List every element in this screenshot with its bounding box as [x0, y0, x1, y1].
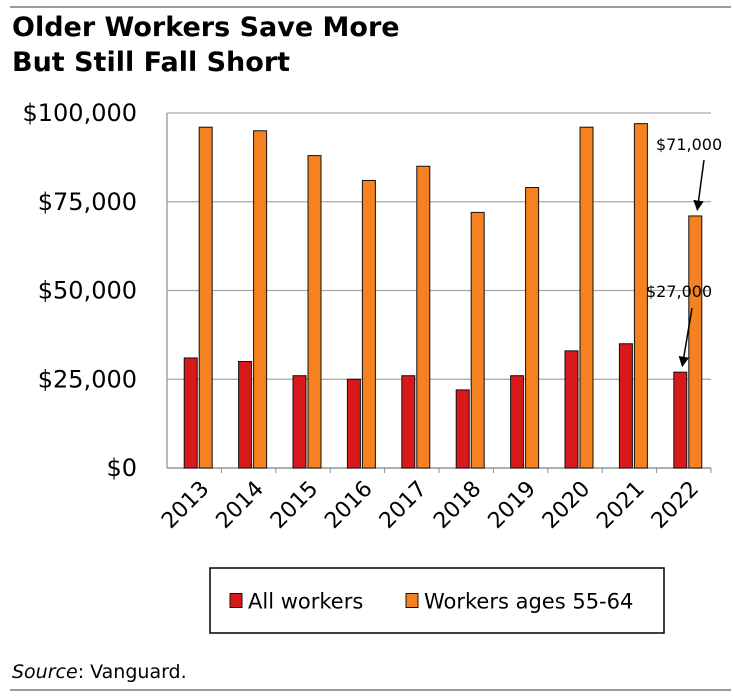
y-tick-label: $25,000: [38, 365, 137, 393]
source-note: Source: Vanguard.: [12, 661, 187, 683]
bar-all-workers-2022: [673, 371, 688, 469]
source-text: : Vanguard.: [77, 661, 187, 683]
y-tick-label: $0: [106, 454, 137, 482]
legend-swatch-all-workers: [229, 593, 243, 608]
bar-workers-55-64-2020: [579, 126, 594, 469]
x-tick-label: 2018: [429, 477, 486, 534]
bar-workers-55-64-2013: [198, 126, 213, 469]
bar-all-workers-2013: [183, 357, 198, 469]
bar-all-workers-2014: [238, 361, 253, 469]
y-tick-label: $50,000: [38, 277, 137, 305]
bar-workers-55-64-2018: [470, 211, 485, 469]
title-line-2: But Still Fall Short: [12, 47, 291, 78]
x-tick-label: 2021: [592, 477, 649, 534]
bar-workers-55-64-2016: [361, 179, 376, 469]
bar-workers-55-64-2022: [688, 215, 703, 469]
annotation-label: $27,000: [646, 282, 712, 301]
x-tick-label: 2014: [212, 477, 269, 534]
bar-all-workers-2021: [618, 343, 633, 469]
bar-workers-55-64-2021: [633, 123, 648, 469]
bar-workers-55-64-2015: [307, 155, 322, 469]
bar-all-workers-2020: [564, 350, 579, 469]
x-tick-label: 2015: [266, 477, 323, 534]
bar-workers-55-64-2014: [253, 130, 268, 469]
y-tick-label: $100,000: [22, 99, 137, 127]
x-tick-label: 2019: [484, 477, 541, 534]
legend-label-workers-55-64: Workers ages 55-64: [424, 590, 633, 614]
x-tick-label: 2016: [320, 477, 377, 534]
y-tick-label: $75,000: [38, 188, 137, 216]
bar-workers-55-64-2017: [416, 165, 431, 469]
bar-all-workers-2019: [510, 375, 525, 469]
bar-all-workers-2017: [401, 375, 416, 469]
x-tick-label: 2017: [375, 477, 432, 534]
x-tick-label: 2013: [157, 477, 214, 534]
x-tick-label: 2020: [538, 477, 595, 534]
annotation-label: $71,000: [656, 135, 722, 154]
x-tick-label: 2022: [647, 477, 704, 534]
bar-all-workers-2015: [292, 375, 307, 469]
bar-all-workers-2018: [455, 389, 470, 469]
annotation-arrow: [693, 159, 705, 211]
bar-workers-55-64-2019: [525, 187, 540, 469]
legend-box: [209, 567, 665, 634]
chart-title: Older Workers Save More But Still Fall S…: [12, 10, 532, 80]
title-line-1: Older Workers Save More: [12, 12, 400, 43]
top-rule: [10, 6, 731, 8]
legend-swatch-workers-55-64: [405, 593, 419, 608]
source-label: Source: [12, 661, 78, 683]
bottom-rule: [10, 689, 731, 691]
legend-label-all-workers: All workers: [248, 590, 363, 614]
annotation-arrow: [678, 307, 693, 368]
bar-all-workers-2016: [346, 378, 361, 469]
